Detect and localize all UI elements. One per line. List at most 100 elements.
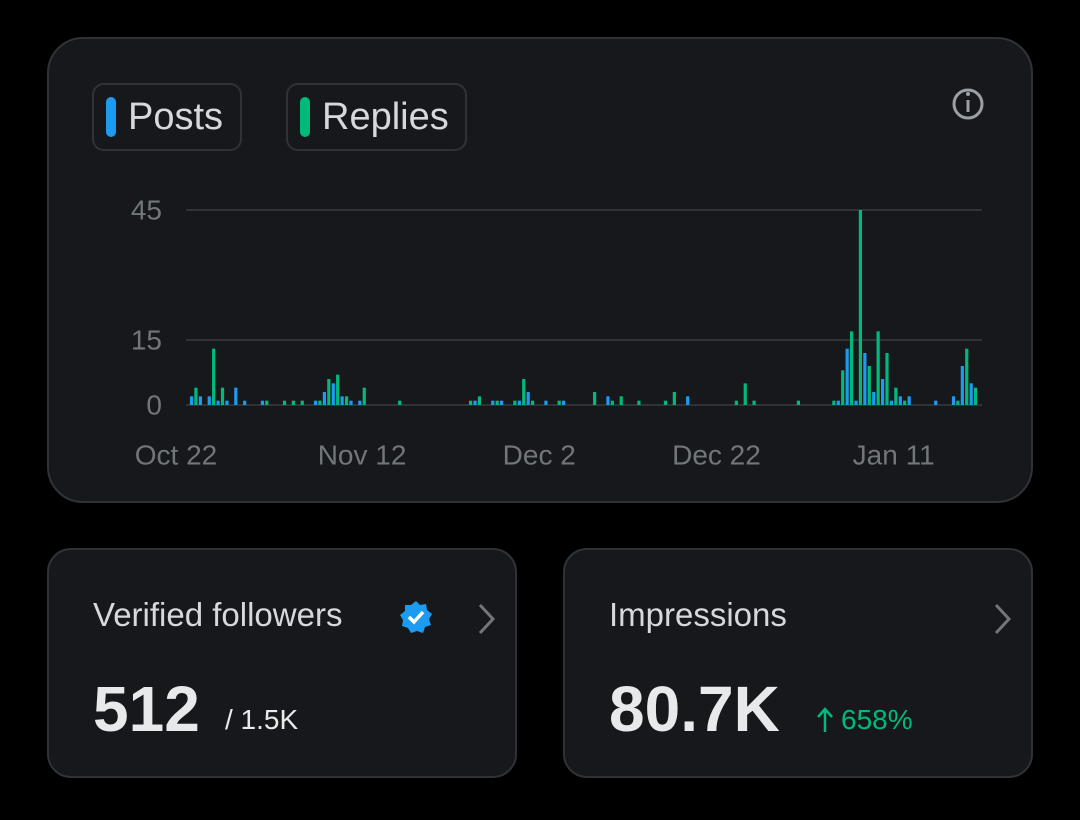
legend-posts[interactable]: Posts <box>92 83 242 151</box>
bar <box>531 400 535 405</box>
bar <box>562 400 566 405</box>
x-tick-label: Nov 12 <box>318 439 407 470</box>
bar <box>207 396 211 405</box>
bar <box>522 379 526 405</box>
bar <box>593 392 597 405</box>
card-value: 512 <box>93 673 200 745</box>
bar <box>260 400 264 405</box>
bar <box>743 383 747 405</box>
bar <box>841 370 845 405</box>
bar <box>845 348 849 405</box>
verified-badge <box>400 601 432 633</box>
bar <box>863 353 867 405</box>
bar <box>903 400 907 405</box>
bar <box>398 400 402 405</box>
bar <box>663 400 668 405</box>
bar <box>881 379 885 405</box>
bar <box>956 400 960 405</box>
bar <box>858 210 863 405</box>
impressions-card[interactable]: Impressions 80.7K 658% <box>563 548 1033 778</box>
bar <box>243 400 247 405</box>
legend-swatch <box>106 97 116 137</box>
bar <box>225 400 229 405</box>
bar <box>606 396 610 405</box>
y-tick-label: 15 <box>131 324 162 355</box>
bar <box>796 400 800 405</box>
bar <box>885 353 889 405</box>
bar <box>220 387 225 405</box>
bar <box>610 400 614 405</box>
x-tick-label: Dec 22 <box>672 439 761 470</box>
bar <box>960 366 964 405</box>
legend-replies[interactable]: Replies <box>286 83 467 151</box>
legend-label: Posts <box>128 96 224 138</box>
bar <box>336 374 340 405</box>
bar <box>265 400 269 405</box>
card-change: 658% <box>841 704 913 735</box>
bar <box>331 383 335 405</box>
legend-label: Replies <box>322 96 449 138</box>
bar <box>889 400 894 405</box>
bar <box>358 400 362 405</box>
bar <box>854 400 858 405</box>
bar <box>495 400 499 405</box>
bar <box>849 331 854 405</box>
card-title: Impressions <box>609 596 787 633</box>
bar <box>965 348 969 405</box>
bar <box>468 400 473 405</box>
bar <box>526 392 530 405</box>
bar <box>313 400 318 405</box>
chevron <box>478 603 496 635</box>
bar <box>832 400 836 405</box>
bar <box>619 396 623 405</box>
bar <box>300 400 304 405</box>
bar <box>327 379 331 405</box>
bar <box>672 392 676 405</box>
x-tick-label: Dec 2 <box>503 439 576 470</box>
bar <box>491 400 495 405</box>
x-tick-label: Jan 11 <box>853 439 935 470</box>
bar <box>836 400 840 405</box>
bar <box>349 400 353 405</box>
chevron <box>994 603 1012 635</box>
bar <box>513 400 517 405</box>
card-title: Verified followers <box>93 596 343 633</box>
bar <box>473 400 477 405</box>
bar <box>969 383 973 405</box>
up-arrow <box>817 707 833 732</box>
bar <box>876 331 880 405</box>
x-tick-label: Oct 22 <box>135 439 217 470</box>
bar <box>318 400 322 405</box>
legend-swatch <box>300 97 310 137</box>
bar <box>544 400 548 405</box>
bar <box>212 348 216 405</box>
info-icon[interactable] <box>952 88 984 120</box>
bar <box>291 400 295 405</box>
card-total: / 1.5K <box>225 704 299 735</box>
bar <box>867 366 871 405</box>
y-tick-label: 0 <box>146 389 162 420</box>
bar <box>752 400 756 405</box>
bar <box>974 387 978 405</box>
bar <box>557 400 561 405</box>
bar <box>362 387 366 405</box>
chart: 0 15 45 Oct 22 Nov 12 Dec 2 Dec 22 Jan 11 <box>131 88 984 470</box>
bar <box>517 400 521 405</box>
bar <box>234 387 238 405</box>
bar <box>194 387 198 405</box>
bar <box>344 396 349 405</box>
y-tick-label: 45 <box>131 194 162 225</box>
bar <box>898 396 902 405</box>
bar <box>872 392 876 405</box>
bar <box>216 400 220 405</box>
bar <box>322 392 327 405</box>
bar <box>686 396 690 405</box>
bar <box>340 396 344 405</box>
bar <box>951 396 956 405</box>
bar <box>637 400 641 405</box>
bar <box>282 400 287 405</box>
chart-card <box>47 37 1033 503</box>
bar <box>198 396 202 405</box>
followers-card[interactable]: Verified followers 512 / 1.5K <box>47 548 517 778</box>
